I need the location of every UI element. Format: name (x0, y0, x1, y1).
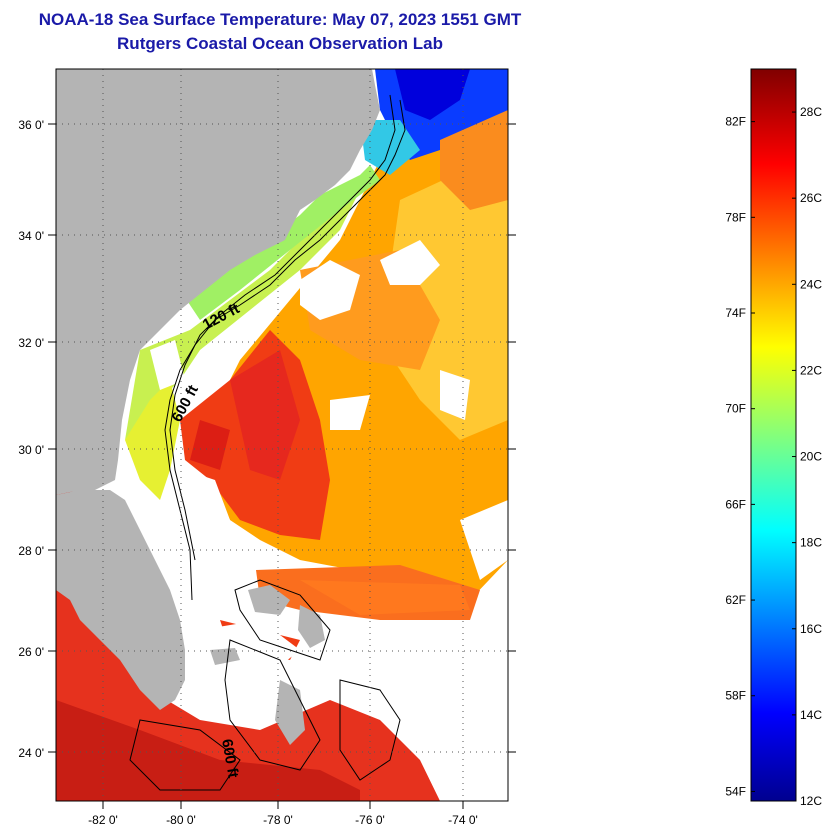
lat-label-28: 28 0' (18, 544, 44, 558)
map-subtitle: Rutgers Coastal Ocean Observation Lab (117, 34, 443, 53)
lat-label-32: 32 0' (18, 336, 44, 350)
colorbar-fahrenheit-label: 78F (725, 210, 746, 224)
graticule (56, 69, 508, 801)
lon-label-80: -80 0' (166, 813, 196, 827)
map-frame (55, 68, 509, 802)
land-mass (56, 69, 380, 745)
colorbar-fahrenheit-label: 82F (725, 115, 746, 129)
colorbar-fahrenheit-label: 66F (725, 497, 746, 511)
colorbar-celsius-label: 24C (800, 277, 822, 291)
colorbar-fahrenheit-label: 70F (725, 402, 746, 416)
contour-label-600ft-south: 600 ft (218, 738, 242, 780)
colorbar-fahrenheit-label: 74F (725, 306, 746, 320)
colorbar-celsius-label: 14C (800, 708, 822, 722)
sst-field (56, 69, 508, 801)
lon-label-76: -76 0' (355, 813, 385, 827)
colorbar-fahrenheit-label: 62F (725, 593, 746, 607)
colorbar-celsius-label: 22C (800, 363, 822, 377)
bathymetry-contours (129, 94, 406, 791)
lat-label-24: 24 0' (18, 746, 44, 760)
colorbar-fahrenheit-label: 54F (725, 784, 746, 798)
lat-label-36: 36 0' (18, 118, 44, 132)
colorbar-celsius-label: 28C (800, 105, 822, 119)
colorbar-fahrenheit-label: 58F (725, 689, 746, 703)
colorbar (750, 68, 797, 802)
colorbar-gradient (750, 68, 797, 802)
lat-label-26: 26 0' (18, 645, 44, 659)
colorbar-celsius-label: 20C (800, 450, 822, 464)
map-plot-area: 120 ft 600 ft 600 ft (56, 69, 508, 801)
lat-label-34: 34 0' (18, 229, 44, 243)
colorbar-celsius-label: 26C (800, 191, 822, 205)
lat-label-30: 30 0' (18, 443, 44, 457)
colorbar-celsius-label: 16C (800, 622, 822, 636)
lon-label-74: -74 0' (448, 813, 478, 827)
colorbar-celsius-label: 18C (800, 536, 822, 550)
lon-label-82: -82 0' (88, 813, 118, 827)
axis-ticks (48, 123, 516, 809)
colorbar-celsius-label: 12C (800, 794, 822, 808)
lon-label-78: -78 0' (263, 813, 293, 827)
map-title: NOAA-18 Sea Surface Temperature: May 07,… (38, 10, 522, 29)
